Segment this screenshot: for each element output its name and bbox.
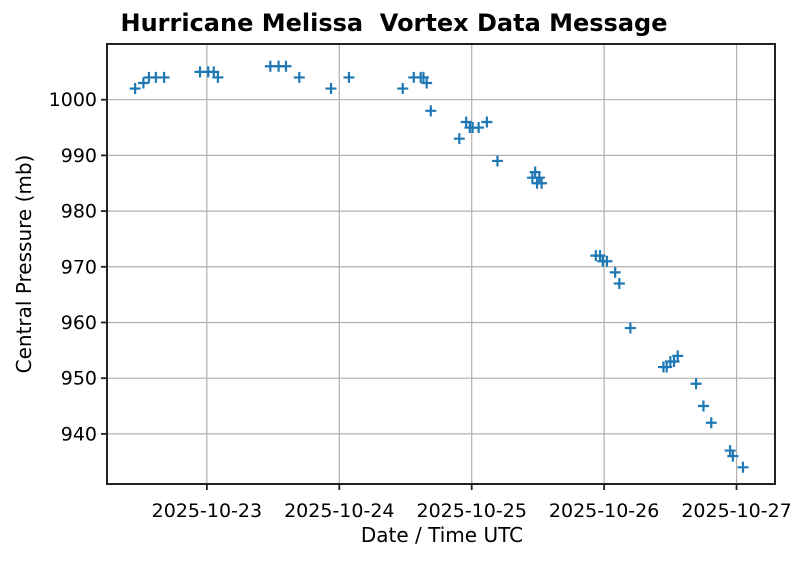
data-point-marker <box>724 445 736 457</box>
data-point-marker <box>668 355 680 367</box>
data-point-marker <box>672 350 684 362</box>
data-point-marker <box>697 400 709 412</box>
data-point-marker <box>212 71 224 83</box>
y-axis-label: Central Pressure (mb) <box>12 155 36 374</box>
data-point-marker <box>343 71 355 83</box>
x-tick-label: 2025-10-23 <box>152 500 262 522</box>
y-tick-label: 960 <box>61 312 97 334</box>
plot-border <box>106 43 776 485</box>
x-tick-label: 2025-10-26 <box>549 500 659 522</box>
data-point-marker <box>280 60 292 72</box>
data-point-marker <box>594 250 606 262</box>
data-point-marker <box>417 71 429 83</box>
data-point-marker <box>137 77 149 89</box>
data-point-marker <box>453 133 465 145</box>
data-point-marker <box>325 83 337 95</box>
data-point-marker <box>158 71 170 83</box>
y-tick-label: 1000 <box>49 89 97 111</box>
y-tick-label: 950 <box>61 368 97 390</box>
data-point-marker <box>425 105 437 117</box>
data-point-marker <box>460 116 472 128</box>
x-axis-label: Date / Time UTC <box>361 523 523 547</box>
data-point-marker <box>705 417 717 429</box>
data-point-marker <box>727 450 739 462</box>
data-point-marker <box>421 77 433 89</box>
data-point-marker <box>208 66 220 78</box>
chart-title: Hurricane Melissa Vortex Data Message <box>121 9 668 37</box>
axis-tick-labels: 2025-10-23 2025-10-24 2025-10-25 2025-10-26… <box>49 89 792 522</box>
x-tick-label: 2025-10-24 <box>284 500 394 522</box>
y-tick-label: 940 <box>61 423 97 445</box>
data-points <box>129 60 749 473</box>
x-tick-label: 2025-10-25 <box>417 500 527 522</box>
y-tick-label: 970 <box>61 256 97 278</box>
x-tick-label: 2025-10-27 <box>681 500 791 522</box>
data-point-marker <box>533 172 545 184</box>
axis-ticks <box>101 98 738 490</box>
data-point-marker <box>613 277 625 289</box>
data-point-marker <box>129 83 141 95</box>
data-point-marker <box>737 461 749 473</box>
data-point-marker <box>536 177 548 189</box>
data-point-marker <box>529 166 541 178</box>
data-point-marker <box>473 122 485 134</box>
data-point-marker <box>481 116 493 128</box>
data-point-marker <box>491 155 503 167</box>
data-point-marker <box>690 378 702 390</box>
data-point-marker <box>601 255 613 267</box>
y-tick-label: 990 <box>61 145 97 167</box>
data-point-marker <box>624 322 636 334</box>
grid-lines <box>107 44 775 484</box>
data-point-marker <box>661 361 673 373</box>
data-point-marker <box>609 266 621 278</box>
y-tick-label: 980 <box>61 201 97 223</box>
data-point-marker <box>293 71 305 83</box>
data-point-marker <box>397 83 409 95</box>
